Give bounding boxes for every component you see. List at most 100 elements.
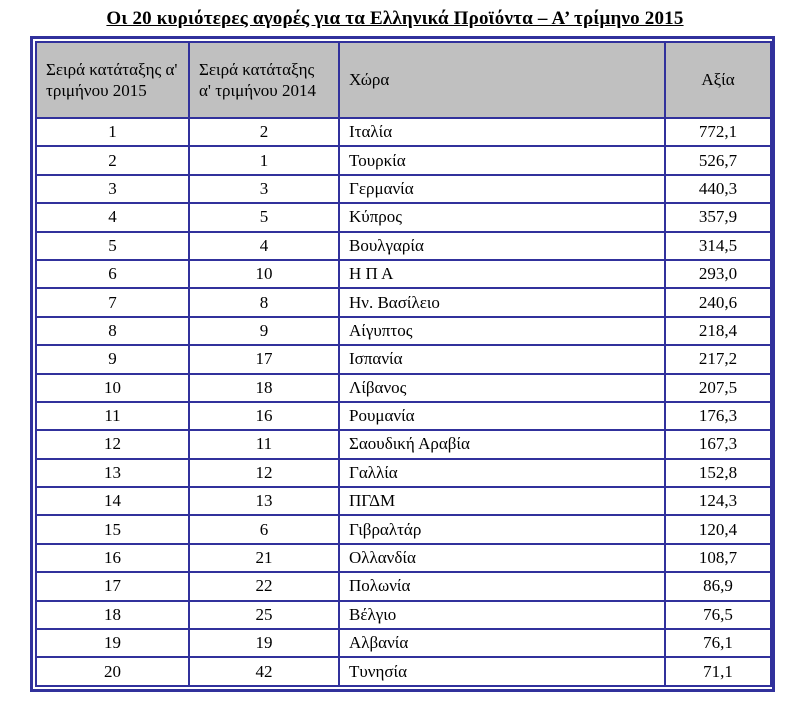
rank-2014-cell: 42 <box>188 656 340 687</box>
value-cell: 86,9 <box>664 571 772 602</box>
rank-2015-cell: 15 <box>35 514 190 545</box>
rank-2014-cell: 1 <box>188 145 340 176</box>
table-row: 5 4 Βουλγαρία 314,5 <box>35 230 772 261</box>
value-cell: 124,3 <box>664 486 772 517</box>
country-cell: Αίγυπτος <box>338 315 666 347</box>
table-row: 17 22 Πολωνία 86,9 <box>35 571 772 602</box>
country-cell: Βουλγαρία <box>338 230 666 261</box>
country-cell: Ρουμανία <box>338 400 666 432</box>
table-body: 1 2 Ιταλία 772,1 2 1 Τουρκία 526,7 3 3 Γ… <box>35 116 772 687</box>
rank-2015-cell: 2 <box>35 145 190 176</box>
rank-2015-cell: 13 <box>35 457 190 489</box>
table-row: 19 19 Αλβανία 76,1 <box>35 628 772 659</box>
rank-2014-cell: 12 <box>188 457 340 489</box>
country-cell: Βέλγιο <box>338 599 666 631</box>
table-row: 7 8 Ην. Βασίλειο 240,6 <box>35 287 772 318</box>
value-cell: 207,5 <box>664 372 772 403</box>
column-header-rank-2014: Σειρά κατάταξης α' τριμήνου 2014 <box>188 41 340 119</box>
table-row: 11 16 Ρουμανία 176,3 <box>35 400 772 432</box>
rank-2015-cell: 16 <box>35 542 190 574</box>
rank-2015-cell: 17 <box>35 571 190 602</box>
rank-2015-cell: 18 <box>35 599 190 631</box>
rank-2014-cell: 2 <box>188 116 340 148</box>
rank-2015-cell: 9 <box>35 344 190 375</box>
country-cell: Ισπανία <box>338 344 666 375</box>
rank-2014-cell: 18 <box>188 372 340 403</box>
rank-2015-cell: 19 <box>35 628 190 659</box>
value-cell: 176,3 <box>664 400 772 432</box>
rank-2014-cell: 13 <box>188 486 340 517</box>
country-cell: Γερμανία <box>338 173 666 205</box>
country-cell: Γαλλία <box>338 457 666 489</box>
country-cell: Κύπρος <box>338 202 666 233</box>
table-row: 15 6 Γιβραλτάρ 120,4 <box>35 514 772 545</box>
rank-2014-cell: 8 <box>188 287 340 318</box>
table-row: 16 21 Ολλανδία 108,7 <box>35 542 772 574</box>
value-cell: 108,7 <box>664 542 772 574</box>
rank-2014-cell: 10 <box>188 258 340 290</box>
rank-2014-cell: 9 <box>188 315 340 347</box>
country-cell: ΠΓΔΜ <box>338 486 666 517</box>
table-header-row: Σειρά κατάταξης α' τριμήνου 2015 Σειρά κ… <box>35 41 772 119</box>
rank-2015-cell: 12 <box>35 429 190 460</box>
value-cell: 217,2 <box>664 344 772 375</box>
rank-2014-cell: 22 <box>188 571 340 602</box>
table-row: 3 3 Γερμανία 440,3 <box>35 173 772 205</box>
value-cell: 526,7 <box>664 145 772 176</box>
country-cell: Πολωνία <box>338 571 666 602</box>
table-row: 2 1 Τουρκία 526,7 <box>35 145 772 176</box>
value-cell: 772,1 <box>664 116 772 148</box>
rank-2015-cell: 14 <box>35 486 190 517</box>
value-cell: 152,8 <box>664 457 772 489</box>
markets-table: Σειρά κατάταξης α' τριμήνου 2015 Σειρά κ… <box>35 41 772 687</box>
column-header-country: Χώρα <box>338 41 666 119</box>
table-row: 12 11 Σαουδική Αραβία 167,3 <box>35 429 772 460</box>
rank-2015-cell: 8 <box>35 315 190 347</box>
value-cell: 240,6 <box>664 287 772 318</box>
rank-2014-cell: 4 <box>188 230 340 261</box>
rank-2014-cell: 6 <box>188 514 340 545</box>
country-cell: Σαουδική Αραβία <box>338 429 666 460</box>
value-cell: 76,5 <box>664 599 772 631</box>
country-cell: Τουρκία <box>338 145 666 176</box>
table-row: 13 12 Γαλλία 152,8 <box>35 457 772 489</box>
value-cell: 440,3 <box>664 173 772 205</box>
country-cell: Αλβανία <box>338 628 666 659</box>
value-cell: 218,4 <box>664 315 772 347</box>
column-header-value: Αξία <box>664 41 772 119</box>
table-row: 20 42 Τυνησία 71,1 <box>35 656 772 687</box>
value-cell: 314,5 <box>664 230 772 261</box>
column-header-rank-2015: Σειρά κατάταξης α' τριμήνου 2015 <box>35 41 190 119</box>
rank-2014-cell: 3 <box>188 173 340 205</box>
value-cell: 76,1 <box>664 628 772 659</box>
rank-2015-cell: 20 <box>35 656 190 687</box>
rank-2015-cell: 7 <box>35 287 190 318</box>
value-cell: 71,1 <box>664 656 772 687</box>
country-cell: Η Π Α <box>338 258 666 290</box>
rank-2014-cell: 17 <box>188 344 340 375</box>
table-row: 9 17 Ισπανία 217,2 <box>35 344 772 375</box>
rank-2015-cell: 5 <box>35 230 190 261</box>
markets-table-wrapper: Σειρά κατάταξης α' τριμήνου 2015 Σειρά κ… <box>30 36 775 692</box>
rank-2014-cell: 5 <box>188 202 340 233</box>
value-cell: 293,0 <box>664 258 772 290</box>
country-cell: Τυνησία <box>338 656 666 687</box>
country-cell: Ην. Βασίλειο <box>338 287 666 318</box>
rank-2015-cell: 6 <box>35 258 190 290</box>
rank-2015-cell: 1 <box>35 116 190 148</box>
country-cell: Γιβραλτάρ <box>338 514 666 545</box>
rank-2014-cell: 25 <box>188 599 340 631</box>
rank-2015-cell: 4 <box>35 202 190 233</box>
page-title: Οι 20 κυριότερες αγορές για τα Ελληνικά … <box>106 8 684 29</box>
table-row: 18 25 Βέλγιο 76,5 <box>35 599 772 631</box>
table-row: 14 13 ΠΓΔΜ 124,3 <box>35 486 772 517</box>
rank-2014-cell: 16 <box>188 400 340 432</box>
country-cell: Ολλανδία <box>338 542 666 574</box>
country-cell: Λίβανος <box>338 372 666 403</box>
rank-2014-cell: 19 <box>188 628 340 659</box>
table-row: 4 5 Κύπρος 357,9 <box>35 202 772 233</box>
table-row: 6 10 Η Π Α 293,0 <box>35 258 772 290</box>
rank-2014-cell: 11 <box>188 429 340 460</box>
value-cell: 357,9 <box>664 202 772 233</box>
